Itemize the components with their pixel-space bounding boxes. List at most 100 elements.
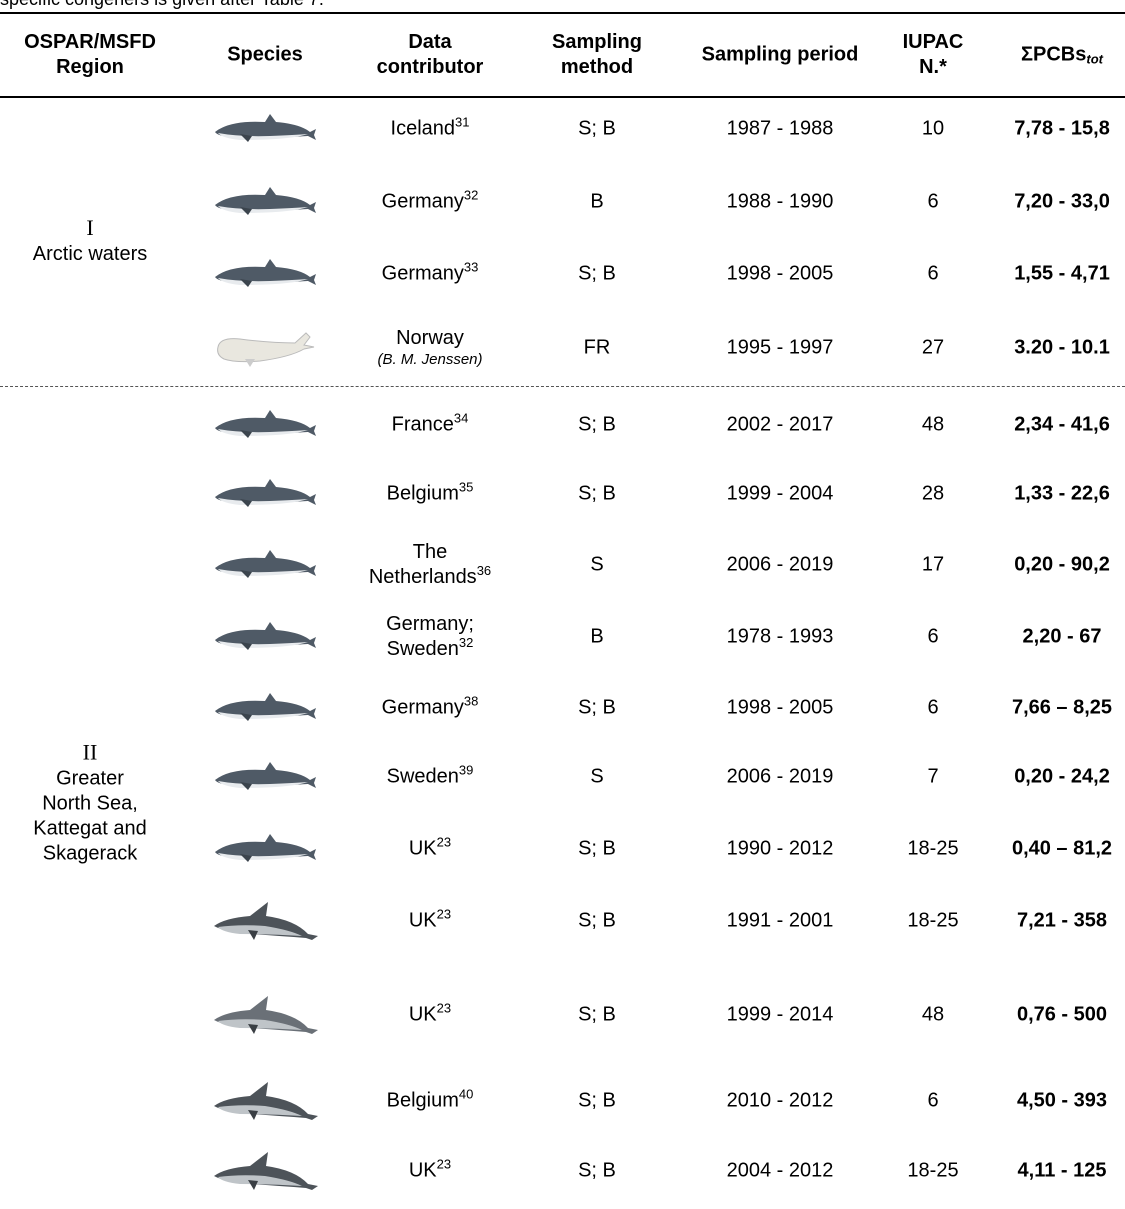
contributor-line: UK23 xyxy=(340,909,520,934)
line: Region xyxy=(0,55,180,80)
contributor-cell: Belgium35 xyxy=(340,482,520,507)
iupac-cell: 28 xyxy=(888,482,978,507)
header-rule xyxy=(0,96,1125,98)
species-icon xyxy=(210,896,320,946)
pcbs-cell: 0,40 – 81,2 xyxy=(987,837,1125,862)
iupac-cell: 10 xyxy=(888,117,978,142)
contributor-name: Germany xyxy=(382,697,464,719)
period-cell: 1978 - 1993 xyxy=(670,625,890,650)
contributor-cell: Belgium40 xyxy=(340,1089,520,1114)
pcbs-cell: 4,50 - 393 xyxy=(987,1089,1125,1114)
method-cell: S; B xyxy=(527,1003,667,1028)
contributor-cell: Germany33 xyxy=(340,262,520,287)
line: method xyxy=(527,55,667,80)
reference: 23 xyxy=(437,1157,451,1172)
species-icon xyxy=(210,824,320,874)
contributor-cell: Norway (B. M. Jenssen) xyxy=(340,326,520,370)
pcbs-cell: 7,20 - 33,0 xyxy=(987,190,1125,215)
contributor-name: Germany; xyxy=(386,613,474,635)
pcbs-cell: 2,34 - 41,6 xyxy=(987,413,1125,438)
contributor-cell: Sweden39 xyxy=(340,765,520,790)
species-icon xyxy=(210,400,320,450)
line: Arctic waters xyxy=(0,241,180,266)
contributor-name: UK xyxy=(409,910,437,932)
iupac-cell: 17 xyxy=(888,553,978,578)
contributor-name: Belgium xyxy=(387,483,459,505)
iupac-cell: 18-25 xyxy=(888,909,978,934)
line: IUPAC xyxy=(888,30,978,55)
period-cell: 1999 - 2004 xyxy=(670,482,890,507)
reference: 35 xyxy=(459,480,473,495)
contributor-cell: UK23 xyxy=(340,1003,520,1028)
period-cell: 1998 - 2005 xyxy=(670,696,890,721)
header-cell: IUPACN.* xyxy=(888,30,978,80)
contributor-name: Sweden xyxy=(387,766,459,788)
method-cell: S; B xyxy=(527,413,667,438)
reference: 38 xyxy=(464,694,478,709)
contributor-cell: Germany;Sweden32 xyxy=(340,612,520,662)
region-cell: IArctic waters xyxy=(0,214,180,267)
contributor-name: Germany xyxy=(382,263,464,285)
species-icon xyxy=(210,612,320,662)
period-cell: 1999 - 2014 xyxy=(670,1003,890,1028)
header-cell: Datacontributor xyxy=(340,30,520,80)
method-cell: S xyxy=(527,765,667,790)
iupac-cell: 6 xyxy=(888,190,978,215)
contributor-line: Germany38 xyxy=(340,696,520,721)
group-separator xyxy=(0,386,1125,387)
contributor-line: The xyxy=(340,540,520,565)
species-icon xyxy=(210,1146,320,1196)
period-cell: 1988 - 1990 xyxy=(670,190,890,215)
header-text: ΣPCBs xyxy=(1021,44,1086,66)
species-icon xyxy=(210,249,320,299)
contributor-name: Belgium xyxy=(387,1090,459,1112)
reference: 36 xyxy=(477,563,491,578)
line: Sampling period xyxy=(670,43,890,68)
iupac-cell: 48 xyxy=(888,1003,978,1028)
header-line: ΣPCBstot xyxy=(987,43,1125,68)
method-cell: S; B xyxy=(527,1089,667,1114)
iupac-cell: 6 xyxy=(888,1089,978,1114)
contributor-line: UK23 xyxy=(340,1003,520,1028)
pcbs-cell: 4,11 - 125 xyxy=(987,1159,1125,1184)
reference: 23 xyxy=(437,835,451,850)
species-icon xyxy=(210,177,320,227)
contributor-cell: Iceland31 xyxy=(340,117,520,142)
pcbs-cell: 0,20 - 24,2 xyxy=(987,765,1125,790)
species-icon xyxy=(210,683,320,733)
contributor-cell: France34 xyxy=(340,413,520,438)
period-cell: 1990 - 2012 xyxy=(670,837,890,862)
contributor-line: Iceland31 xyxy=(340,117,520,142)
contributor-line: Germany; xyxy=(340,612,520,637)
method-cell: S xyxy=(527,553,667,578)
pcbs-cell: 7,66 – 8,25 xyxy=(987,696,1125,721)
period-cell: 1998 - 2005 xyxy=(670,262,890,287)
contributor-name: France xyxy=(392,414,454,436)
contributor-name: Netherlands xyxy=(369,566,477,588)
contributor-cell: UK23 xyxy=(340,909,520,934)
pcbs-cell: 3.20 - 10.1 xyxy=(987,336,1125,361)
contributor-name: Iceland xyxy=(391,118,456,140)
contributor-name: UK xyxy=(409,1004,437,1026)
icon-shape xyxy=(248,930,258,940)
line: Data xyxy=(340,30,520,55)
iupac-cell: 6 xyxy=(888,262,978,287)
species-icon xyxy=(210,990,320,1040)
iupac-cell: 7 xyxy=(888,765,978,790)
reference: 32 xyxy=(459,635,473,650)
contributor-cell: Germany38 xyxy=(340,696,520,721)
contributor-name: Norway xyxy=(396,327,464,349)
line: Skagerack xyxy=(0,841,180,866)
contributor-line: Norway xyxy=(340,326,520,351)
contributor-note: (B. M. Jenssen) xyxy=(340,351,520,370)
iupac-cell: 48 xyxy=(888,413,978,438)
contributor-cell: UK23 xyxy=(340,837,520,862)
reference: 31 xyxy=(455,115,469,130)
line: Species xyxy=(195,43,335,68)
species-icon xyxy=(210,323,320,373)
pcbs-cell: 0,20 - 90,2 xyxy=(987,553,1125,578)
species-icon xyxy=(210,1076,320,1126)
reference: 39 xyxy=(459,763,473,778)
